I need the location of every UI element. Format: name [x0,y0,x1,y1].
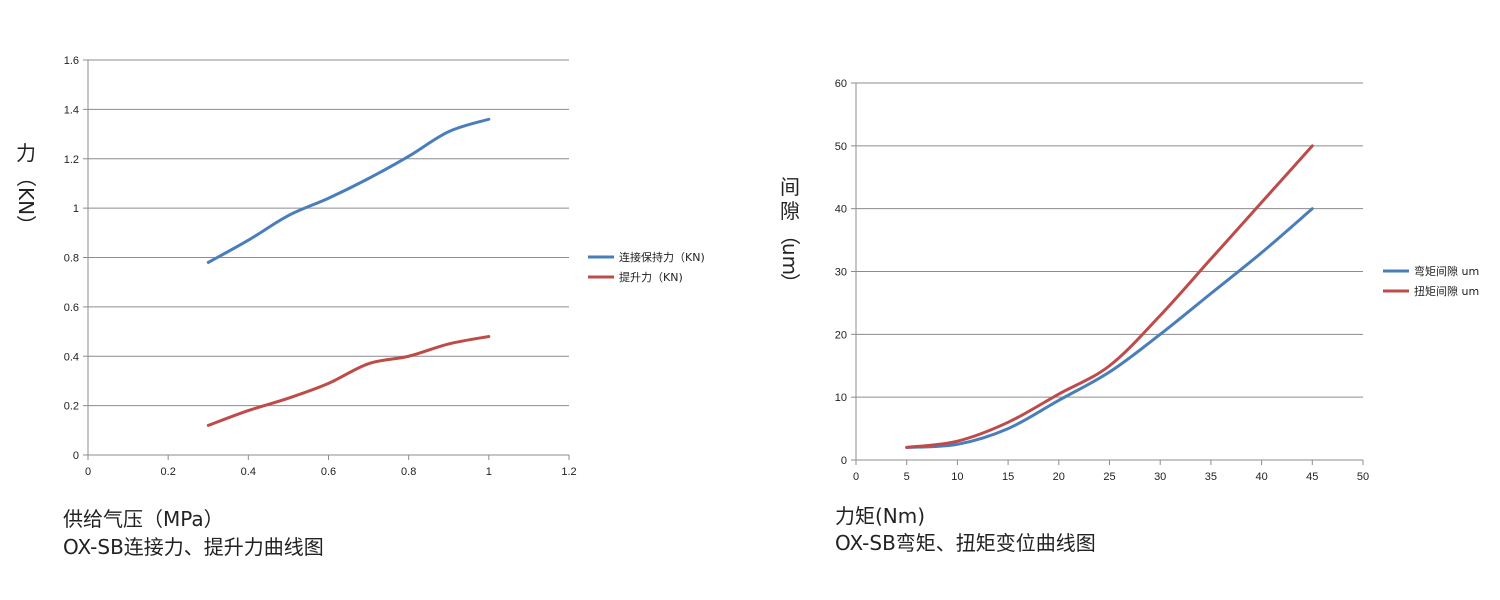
x-tick-label: 1.2 [561,466,576,478]
legend-label: 弯矩间隙 um [1414,264,1479,278]
series-line-2 [905,144,1314,449]
chart-1-title: OX-SB连接力、提升力曲线图 [63,535,324,559]
x-tick-label: 25 [1103,471,1115,483]
y-axis-label-part: 力 [16,141,36,165]
x-tick-label: 10 [951,471,963,483]
chart-1-legend: 连接保持力（KN) 提升力（KN) [588,250,705,284]
chart-2-axes [851,82,1364,465]
series-line-2 [206,335,491,427]
x-tick-label: 20 [1053,471,1065,483]
chart-1-series [206,117,491,427]
series-line-1 [206,117,491,264]
y-axis-label-part: 间 [780,175,800,199]
y-axis-label-part: um [778,243,802,275]
y-axis-label-part: ） [778,273,802,293]
x-tick-label: 1 [486,466,492,478]
y-tick-label: 40 [835,204,847,216]
legend-label: 提升力（KN) [619,271,683,284]
y-tick-label: 10 [835,392,847,404]
y-tick-label: 60 [835,78,847,90]
y-tick-label: 0 [841,455,847,467]
chart-1-x-ticks: 0 0.2 0.4 0.6 0.8 1 1.2 [85,466,577,478]
x-tick-label: 0 [853,471,859,483]
y-tick-label: 20 [835,329,847,341]
chart-2-legend: 弯矩间隙 um 扭矩间隙 um [1383,264,1479,298]
y-axis-label-part: KN [14,187,38,215]
x-tick-label: 15 [1002,471,1014,483]
chart-2-y-axis-label: 间隙（um） [778,175,802,293]
x-tick-label: 0 [85,466,91,478]
chart-1-axes [83,59,570,460]
y-tick-label: 0 [73,450,79,462]
y-axis-label-part: （ [778,225,802,245]
chart-1-y-axis-label: 力（KN） [14,141,38,235]
y-tick-label: 1 [73,203,79,215]
chart-2-x-ticks: 0 5 10 15 20 25 30 35 40 45 50 [853,471,1369,483]
y-tick-label: 0.8 [64,253,79,265]
x-tick-label: 50 [1357,471,1369,483]
x-tick-label: 0.6 [321,466,336,478]
x-tick-label: 5 [904,471,910,483]
chart-1: 0 0.2 0.4 0.6 0.8 1 1.2 0 0.2 0.4 0.6 0.8 1 1.2 1.4 1.… [14,55,705,559]
series-line-1 [905,207,1314,449]
chart-2-title: OX-SB弯矩、扭矩变位曲线图 [835,531,1096,555]
chart-1-y-ticks: 0 0.2 0.4 0.6 0.8 1 1.2 1.4 1.6 [64,55,79,462]
chart-2: 0 5 10 15 20 25 30 35 40 45 50 0 10 20 30 40 50 60 弯矩间隙 … [778,78,1479,555]
x-tick-label: 40 [1255,471,1267,483]
y-tick-label: 1.6 [64,55,79,67]
y-tick-label: 0.6 [64,302,79,314]
x-tick-label: 0.4 [241,466,256,478]
x-tick-label: 35 [1205,471,1217,483]
chart-2-series [905,144,1314,449]
y-tick-label: 0.2 [64,401,79,413]
chart-2-grid [856,82,1363,398]
legend-label: 连接保持力（KN) [619,250,705,264]
y-tick-label: 0.4 [64,351,79,363]
x-tick-label: 45 [1306,471,1318,483]
y-axis-label-part: （ [14,167,38,187]
y-tick-label: 1.2 [64,154,79,166]
chart-1-grid [88,59,569,407]
chart-1-x-axis-label: 供给气压（MPa） [63,507,224,531]
y-tick-label: 1.4 [64,104,79,116]
x-tick-label: 30 [1154,471,1166,483]
chart-2-x-axis-label: 力矩(Nm) [835,504,925,528]
y-tick-label: 50 [835,141,847,153]
legend-label: 扭矩间隙 um [1414,284,1479,298]
y-axis-label-part: 隙 [780,199,800,223]
y-tick-label: 30 [835,267,847,279]
x-tick-label: 0.2 [161,466,176,478]
chart-2-y-ticks: 0 10 20 30 40 50 60 [835,78,847,467]
x-tick-label: 0.8 [401,466,416,478]
y-axis-label-part: ） [14,215,38,235]
